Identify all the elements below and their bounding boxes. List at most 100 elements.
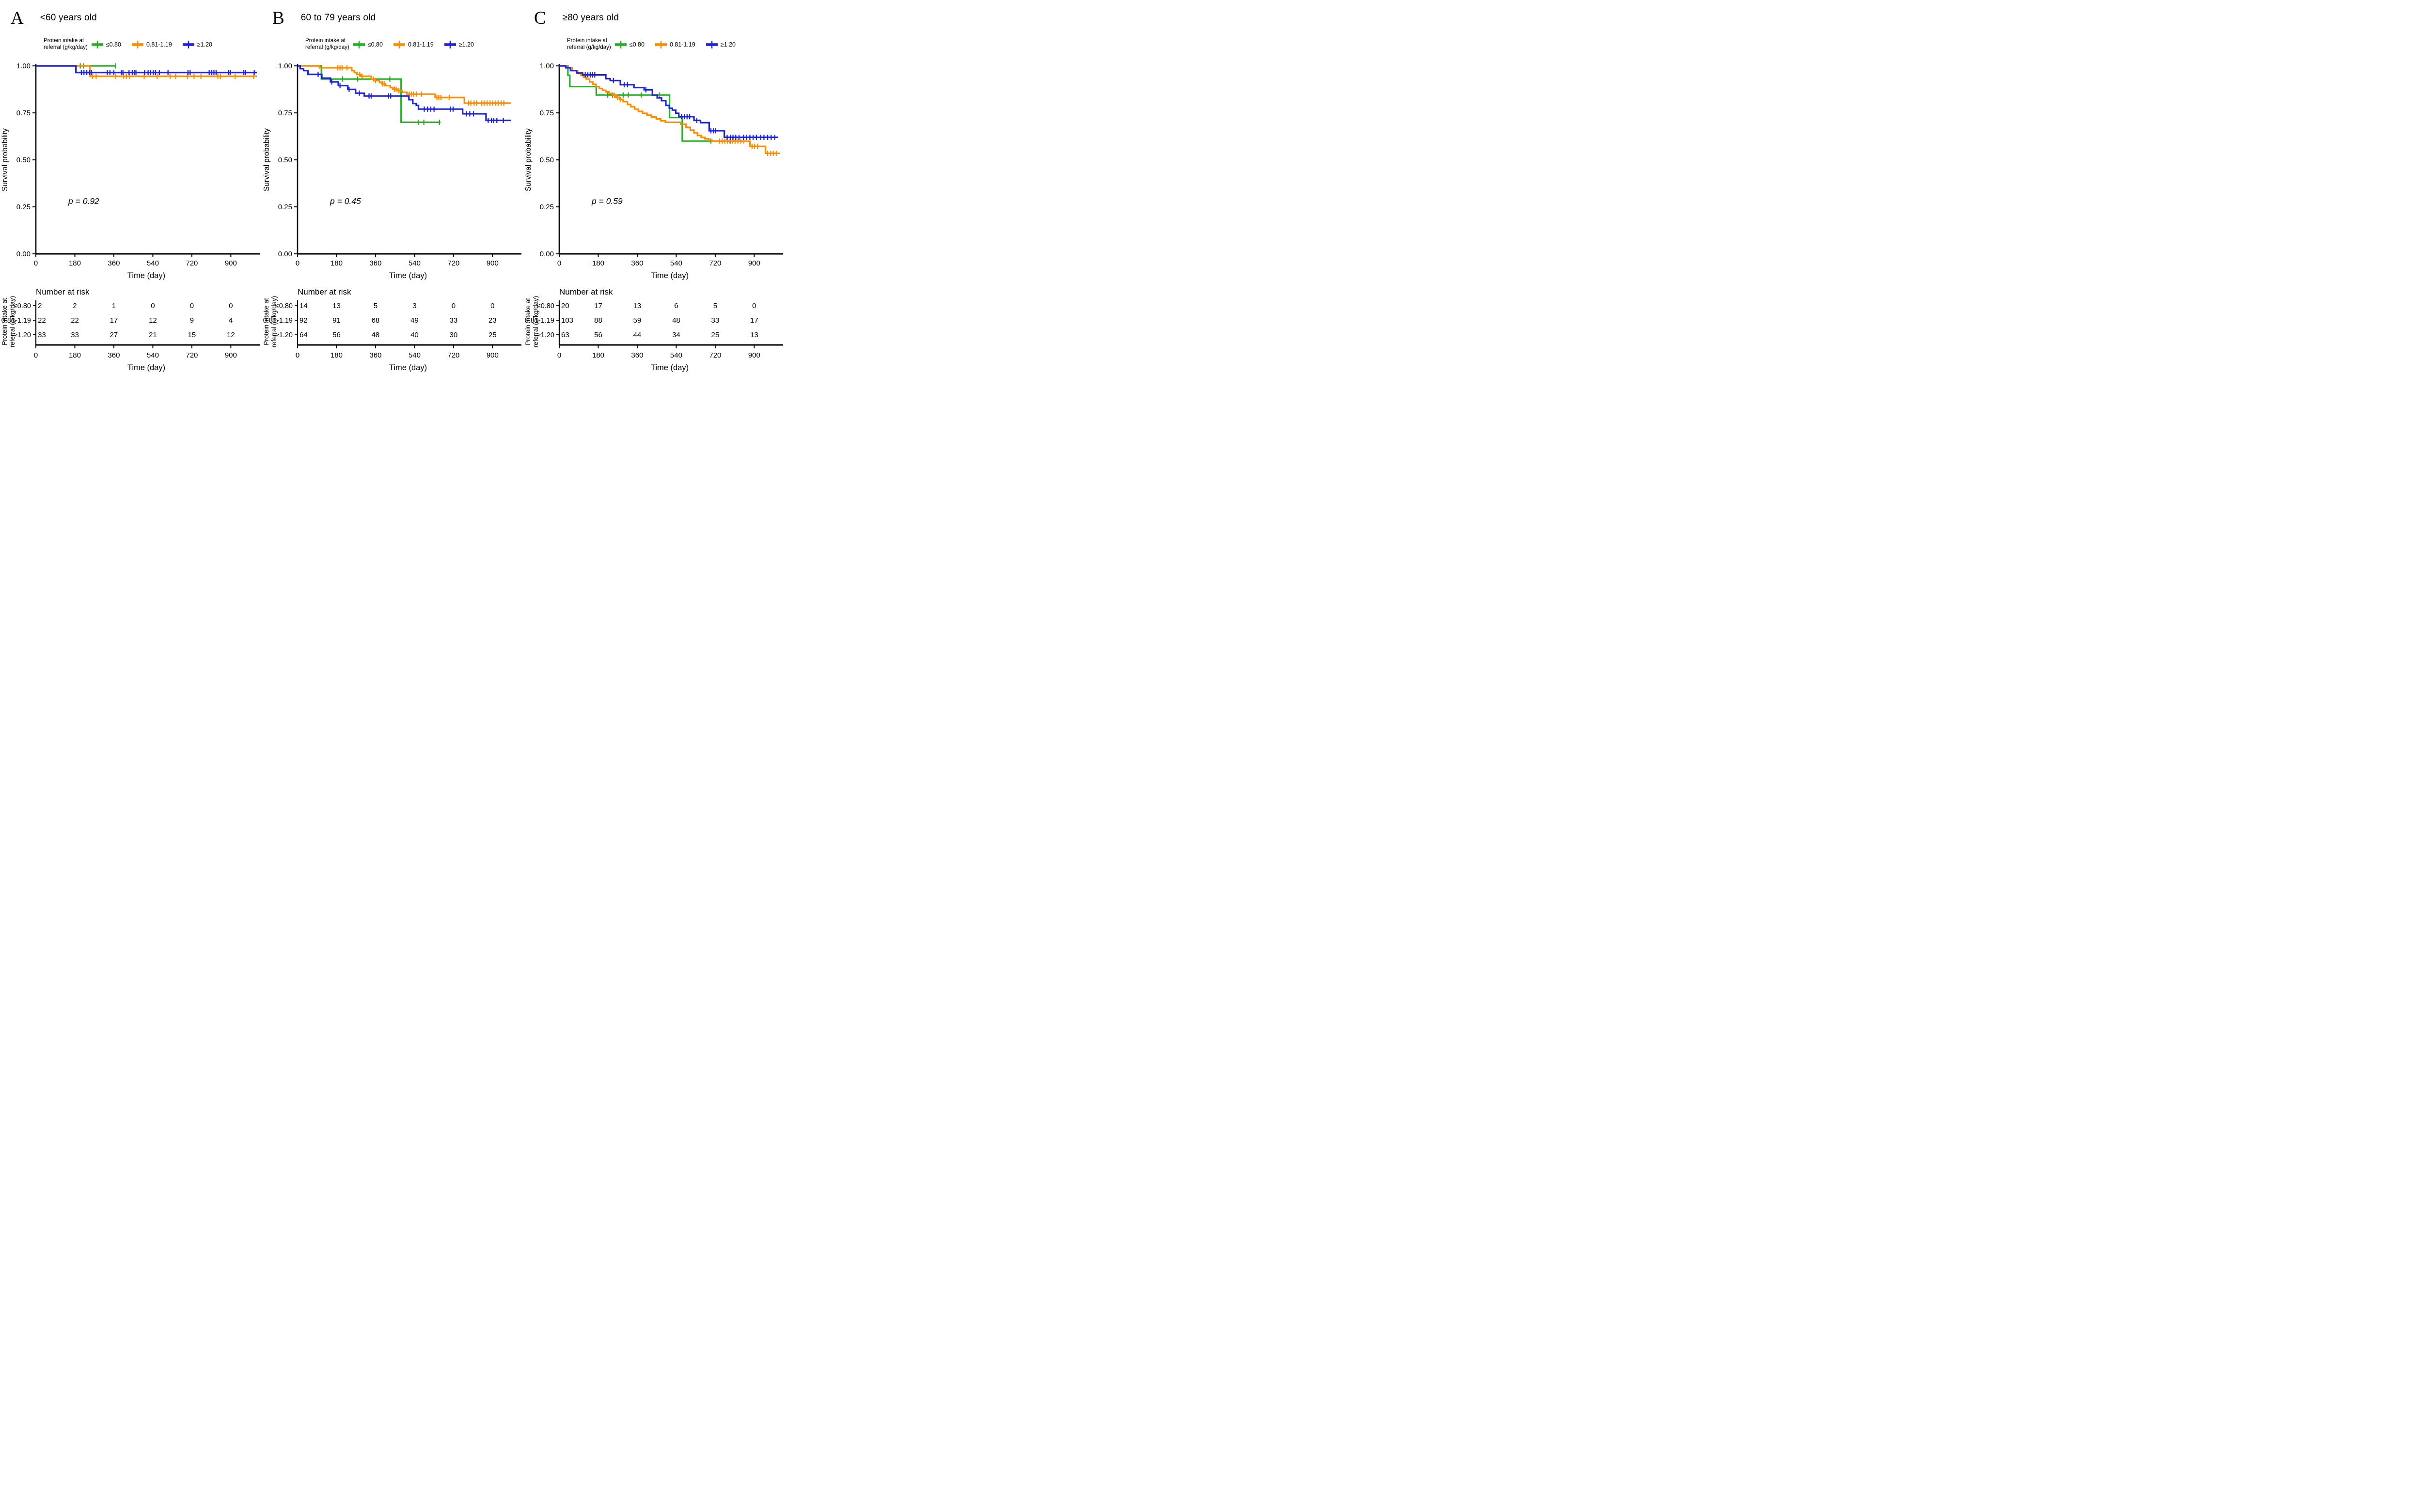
risk-axis-label-line2: referral (g/kg/day) [270,296,278,348]
y-tick-label: 0.25 [16,203,31,211]
risk-count: 13 [332,302,341,310]
y-tick-label: 0.25 [278,203,292,211]
x-tick-label: 360 [631,259,643,267]
y-axis-label: Survival probability [263,128,271,191]
risk-count: 1 [112,302,116,310]
risk-x-tick-label: 540 [409,351,421,359]
risk-count: 44 [633,331,642,339]
x-tick-label: 900 [748,259,760,267]
risk-x-tick-label: 720 [186,351,198,359]
risk-count: 13 [633,302,642,310]
risk-count: 33 [450,316,458,325]
km-curve [559,65,780,154]
risk-count: 15 [188,331,196,339]
risk-count: 30 [450,331,458,339]
y-tick-label: 1.00 [16,62,31,70]
legend-title-line2: referral (g/kg/day) [567,45,611,50]
risk-x-axis-label: Time (day) [651,363,689,372]
risk-count: 23 [488,316,497,325]
risk-count: 22 [38,316,46,325]
risk-x-tick-label: 900 [748,351,760,359]
y-tick-label: 0.75 [540,109,554,117]
legend-item: ≤0.80 [91,40,121,49]
legend-key-icon [182,41,194,48]
km-curve [36,65,257,74]
y-tick-label: 0.00 [278,250,292,258]
legend-item: 0.81-1.19 [131,40,172,49]
risk-count: 5 [713,302,717,310]
risk-x-tick-label: 540 [670,351,682,359]
legend-key-icon [393,41,405,48]
legend-item-label: ≥1.20 [720,41,736,48]
risk-count: 6 [674,302,678,310]
legend-item-label: ≤0.80 [629,41,645,48]
x-tick-label: 900 [225,259,237,267]
legend-title: Protein intake at referral (g/kg/day) [305,38,349,51]
x-tick-label: 0 [34,259,38,267]
km-curve [36,65,257,77]
panel-title: ≥80 years old [562,13,619,23]
risk-x-tick-label: 360 [369,351,381,359]
x-axis-label: Time (day) [127,271,165,280]
risk-count: 4 [229,316,233,325]
risk-x-tick-label: 180 [330,351,343,359]
km-plot: 1.00 0.75 0.50 0.25 0.000 180 360 540 720 900 Time… [524,62,783,280]
legend-title-line2: referral (g/kg/day) [44,45,88,50]
km-curve [559,65,741,142]
y-axis-label: Survival probability [1,128,9,191]
risk-count: 25 [488,331,497,339]
y-tick-label: 1.00 [540,62,554,70]
legend-key-icon [706,41,718,48]
legend: Protein intake at referral (g/kg/day) ≤0… [44,31,262,58]
risk-count: 9 [190,316,194,325]
legend-item-label: ≤0.80 [367,41,383,48]
risk-count: 0 [229,302,233,310]
x-tick-label: 540 [409,259,421,267]
risk-axis-label-line1: Protein intake at [524,298,532,345]
x-tick-label: 720 [709,259,721,267]
legend-item: ≥1.20 [182,40,212,49]
panel-a-header: A <60 years old [0,4,262,29]
risk-count: 103 [561,316,573,325]
legend-item: ≥1.20 [444,40,474,49]
panel-letter: A [11,8,24,28]
risk-table: Number at risk Protein intake at referral … [524,287,783,372]
risk-count: 21 [149,331,157,339]
x-tick-label: 900 [487,259,499,267]
legend-item: ≤0.80 [614,40,645,49]
risk-x-tick-label: 0 [34,351,38,359]
risk-table-header: Number at risk [36,287,90,296]
risk-count: 92 [299,316,308,325]
p-value-label: p = 0.92 [68,196,99,206]
panel-letter: B [272,8,284,28]
risk-count: 68 [372,316,380,325]
risk-count: 56 [332,331,341,339]
risk-group-label: ≥1.20 [275,331,293,339]
x-tick-label: 720 [186,259,198,267]
p-value-label: p = 0.59 [591,196,623,206]
legend-title-line1: Protein intake at [567,38,608,44]
legend-key-icon [655,41,667,48]
legend-title-line2: referral (g/kg/day) [305,45,349,50]
risk-group-label: ≥1.20 [14,331,31,339]
x-tick-label: 360 [108,259,120,267]
risk-count: 0 [151,302,155,310]
y-tick-label: 0.50 [540,156,554,164]
risk-count: 0 [190,302,194,310]
legend-key-icon [444,41,456,48]
risk-count: 56 [594,331,602,339]
km-plot: 1.00 0.75 0.50 0.25 0.000 180 360 540 720 900 Time… [1,62,260,280]
y-tick-label: 0.75 [16,109,31,117]
risk-count: 17 [110,316,118,325]
panel-letter: C [534,8,546,28]
x-tick-label: 0 [557,259,561,267]
legend-item: ≤0.80 [353,40,383,49]
risk-count: 59 [633,316,642,325]
risk-count: 0 [752,302,756,310]
x-axis-label: Time (day) [389,271,427,280]
risk-axis-label-line2: referral (g/kg/day) [9,296,16,348]
risk-x-tick-label: 360 [631,351,643,359]
km-curve [298,65,511,122]
risk-table-header: Number at risk [298,287,351,296]
risk-count: 0 [490,302,494,310]
